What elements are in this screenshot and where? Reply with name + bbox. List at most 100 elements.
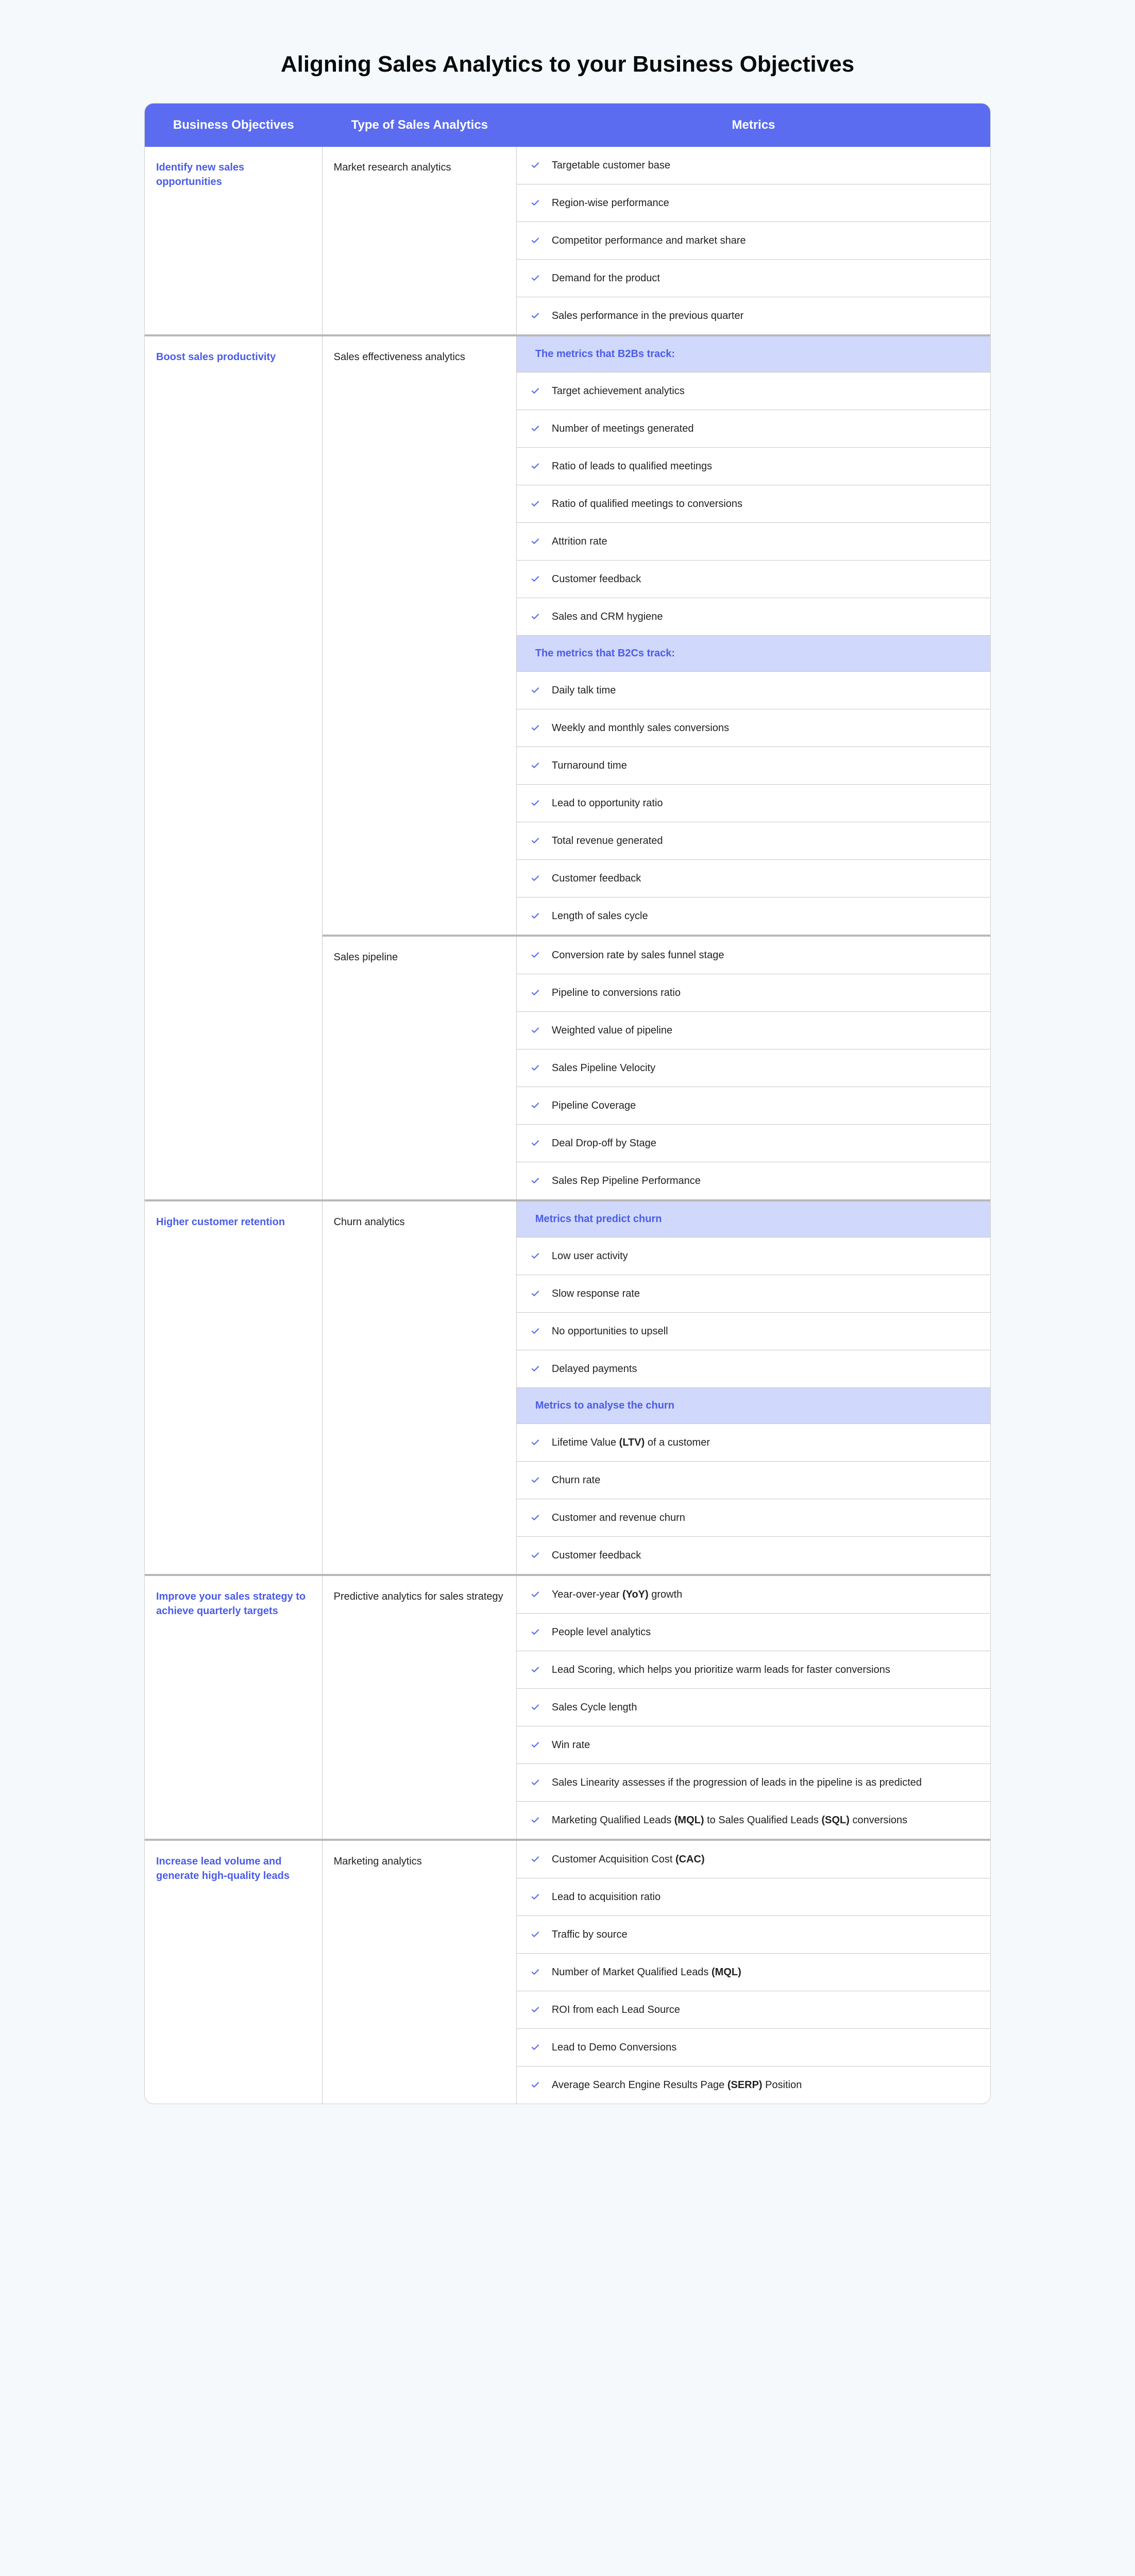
check-icon [530, 612, 540, 622]
metric-row: Win rate [517, 1726, 990, 1764]
metrics-cell: Year-over-year (YoY) growth People level … [517, 1576, 990, 1839]
metric-subheader: The metrics that B2Cs track: [517, 636, 990, 672]
check-icon [530, 423, 540, 434]
metric-row: Ratio of leads to qualified meetings [517, 448, 990, 485]
header-type: Type of Sales Analytics [323, 104, 517, 147]
metric-row: Length of sales cycle [517, 897, 990, 935]
type-row: Churn analyticsMetrics that predict chur… [323, 1201, 990, 1574]
metric-row: Targetable customer base [517, 147, 990, 184]
type-cell: Market research analytics [323, 147, 517, 334]
metric-row: Total revenue generated [517, 822, 990, 860]
metric-row: Customer feedback [517, 561, 990, 598]
metric-row: Competitor performance and market share [517, 222, 990, 260]
metric-row: Number of meetings generated [517, 410, 990, 448]
metric-row: Slow response rate [517, 1275, 990, 1313]
metric-row: Customer and revenue churn [517, 1499, 990, 1537]
metric-text: Customer and revenue churn [552, 1511, 685, 1525]
check-icon [530, 1513, 540, 1523]
metric-text: Target achievement analytics [552, 384, 685, 398]
metric-text: Region-wise performance [552, 196, 669, 210]
metric-text: Number of meetings generated [552, 421, 694, 436]
metric-text: Conversion rate by sales funnel stage [552, 948, 724, 962]
metric-row: Average Search Engine Results Page (SERP… [517, 2066, 990, 2104]
metric-row: Sales Rep Pipeline Performance [517, 1162, 990, 1199]
metric-text: Year-over-year (YoY) growth [552, 1587, 682, 1602]
section-right: Churn analyticsMetrics that predict chur… [323, 1201, 990, 1574]
analytics-table: Business Objectives Type of Sales Analyt… [144, 103, 991, 2104]
check-icon [530, 836, 540, 846]
metric-row: No opportunities to upsell [517, 1313, 990, 1350]
objective-cell: Boost sales productivity [145, 336, 323, 1199]
metric-row: Attrition rate [517, 523, 990, 561]
metric-text: Average Search Engine Results Page (SERP… [552, 2078, 802, 2092]
check-icon [530, 1251, 540, 1261]
type-row: Sales pipelineConversion rate by sales f… [323, 935, 990, 1199]
check-icon [530, 1702, 540, 1713]
metric-text: Customer feedback [552, 572, 641, 586]
check-icon [530, 873, 540, 884]
check-icon [530, 1063, 540, 1073]
check-icon [530, 2005, 540, 2015]
objective-cell: Improve your sales strategy to achieve q… [145, 1576, 323, 1839]
type-cell: Sales pipeline [323, 937, 517, 1199]
metric-row: Region-wise performance [517, 184, 990, 222]
metrics-cell: The metrics that B2Bs track:Target achie… [517, 336, 990, 935]
metric-row: Lead Scoring, which helps you prioritize… [517, 1651, 990, 1689]
check-icon [530, 1550, 540, 1561]
check-icon [530, 1289, 540, 1299]
metric-row: Demand for the product [517, 260, 990, 297]
metric-row: Sales Linearity assesses if the progress… [517, 1764, 990, 1802]
check-icon [530, 1665, 540, 1675]
metric-row: Turnaround time [517, 747, 990, 785]
metric-text: Lead to opportunity ratio [552, 796, 663, 810]
check-icon [530, 160, 540, 171]
type-row: Predictive analytics for sales strategyY… [323, 1576, 990, 1839]
metric-text: People level analytics [552, 1625, 651, 1639]
metric-text: Pipeline Coverage [552, 1098, 636, 1113]
metric-row: Weighted value of pipeline [517, 1012, 990, 1049]
metric-text: Ratio of leads to qualified meetings [552, 459, 712, 473]
metric-row: Lifetime Value (LTV) of a customer [517, 1424, 990, 1462]
metric-row: Pipeline to conversions ratio [517, 974, 990, 1012]
check-icon [530, 574, 540, 584]
metric-text: Sales Cycle length [552, 1700, 637, 1715]
check-icon [530, 1815, 540, 1825]
metrics-cell: Conversion rate by sales funnel stage Pip… [517, 937, 990, 1199]
metric-row: ROI from each Lead Source [517, 1991, 990, 2029]
check-icon [530, 911, 540, 921]
header-objectives: Business Objectives [145, 104, 323, 147]
metric-row: Number of Market Qualified Leads (MQL) [517, 1954, 990, 1991]
metric-row: Year-over-year (YoY) growth [517, 1576, 990, 1614]
type-cell: Sales effectiveness analytics [323, 336, 517, 935]
metric-row: Sales Pipeline Velocity [517, 1049, 990, 1087]
metric-text: Low user activity [552, 1249, 628, 1263]
type-cell: Churn analytics [323, 1201, 517, 1574]
check-icon [530, 723, 540, 733]
check-icon [530, 760, 540, 771]
metric-text: Number of Market Qualified Leads (MQL) [552, 1965, 741, 1979]
metric-row: Marketing Qualified Leads (MQL) to Sales… [517, 1802, 990, 1839]
table-header-row: Business Objectives Type of Sales Analyt… [145, 104, 990, 147]
metric-row: Pipeline Coverage [517, 1087, 990, 1125]
check-icon [530, 1100, 540, 1111]
metrics-cell: Customer Acquisition Cost (CAC)Lead to a… [517, 1841, 990, 2104]
metric-text: Turnaround time [552, 758, 627, 773]
type-cell: Marketing analytics [323, 1841, 517, 2104]
metric-subheader: Metrics that predict churn [517, 1201, 990, 1238]
check-icon [530, 1740, 540, 1750]
metric-row: Conversion rate by sales funnel stage [517, 937, 990, 974]
metric-row: Customer Acquisition Cost (CAC) [517, 1841, 990, 1878]
check-icon [530, 1929, 540, 1940]
objective-cell: Higher customer retention [145, 1201, 323, 1574]
metric-text: Sales Linearity assesses if the progress… [552, 1775, 922, 1790]
check-icon [530, 1967, 540, 1977]
check-icon [530, 798, 540, 808]
metric-text: Sales and CRM hygiene [552, 609, 663, 624]
metric-row: Customer feedback [517, 860, 990, 897]
metric-text: Demand for the product [552, 271, 660, 285]
metric-text: Slow response rate [552, 1286, 640, 1301]
table-section: Boost sales productivitySales effectiven… [145, 336, 990, 1201]
section-right: Predictive analytics for sales strategyY… [323, 1576, 990, 1839]
metric-text: Customer feedback [552, 1548, 641, 1563]
check-icon [530, 198, 540, 208]
